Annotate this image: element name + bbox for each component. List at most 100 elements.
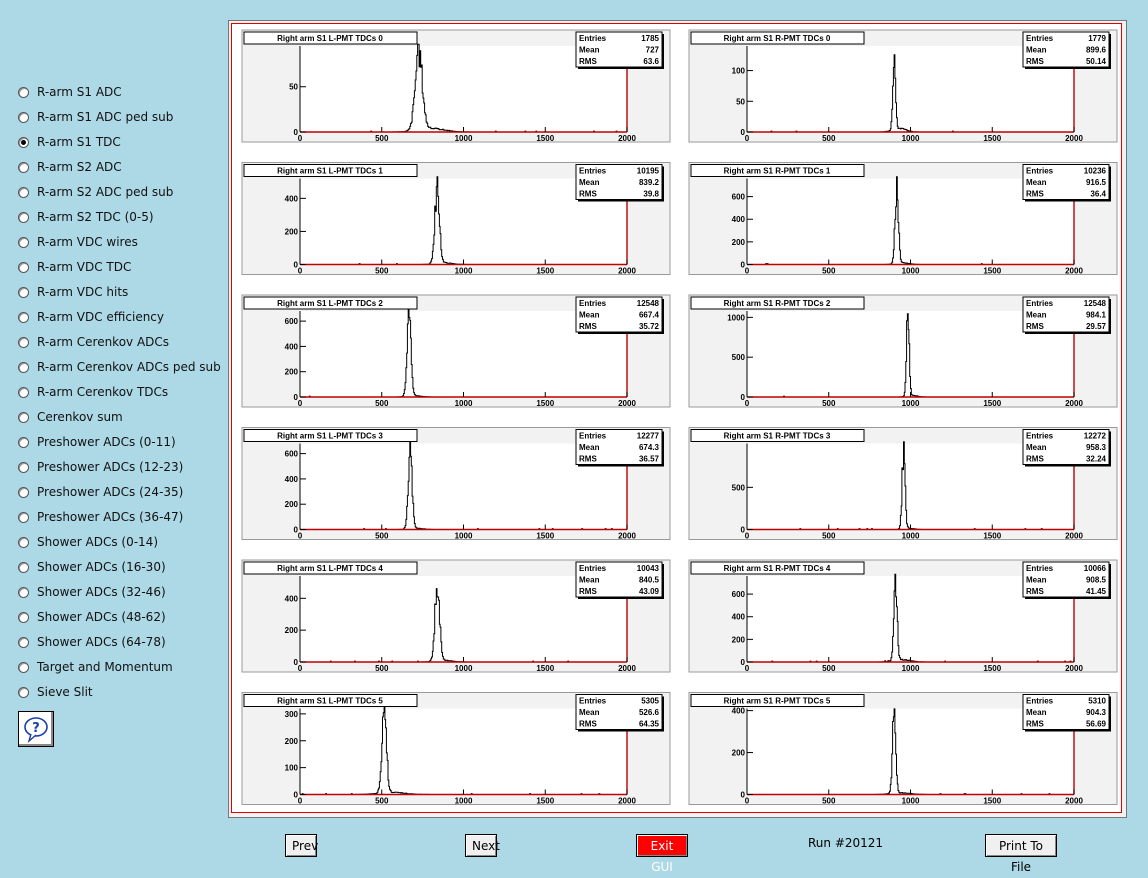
stats-key: Mean	[1026, 576, 1047, 585]
radio-button[interactable]	[18, 412, 29, 423]
stats-key: Mean	[1026, 443, 1047, 452]
radio-button[interactable]	[18, 687, 29, 698]
radio-button[interactable]	[18, 362, 29, 373]
radio-button[interactable]	[18, 237, 29, 248]
radio-button[interactable]	[18, 212, 29, 223]
radio-button[interactable]	[18, 537, 29, 548]
menu-item[interactable]: R-arm VDC wires	[14, 234, 224, 259]
y-tick-label: 0	[294, 658, 299, 667]
menu-item[interactable]: R-arm S1 TDC	[14, 134, 224, 159]
x-tick-label: 0	[298, 797, 303, 806]
menu-item-label: R-arm S1 ADC ped sub	[37, 110, 174, 124]
radio-button[interactable]	[18, 487, 29, 498]
x-tick-label: 2000	[1065, 399, 1083, 408]
stats-box	[1022, 31, 1110, 68]
radio-button[interactable]	[18, 312, 29, 323]
stats-box	[1022, 164, 1110, 200]
radio-button[interactable]	[18, 387, 29, 398]
canvas-frame: 0 500 1000 1500 2000 0 50 Right arm S1 L-PMT TD…	[228, 20, 1127, 818]
title-box	[690, 561, 865, 575]
radio-button[interactable]	[18, 162, 29, 173]
stats-key: Entries	[579, 564, 607, 573]
radio-button[interactable]	[18, 87, 29, 98]
menu-item-label: R-arm VDC hits	[37, 285, 129, 299]
stats-value: 12548	[637, 299, 660, 308]
menu-item[interactable]: Shower ADCs (32-46)	[14, 584, 224, 609]
print-to-file-button[interactable]: Print To File	[985, 834, 1057, 874]
menu-item[interactable]: R-arm Cerenkov TDCs	[14, 384, 224, 409]
x-tick-label: 500	[375, 797, 389, 806]
histogram-title: Right arm S1 L-PMT TDCs 5	[277, 697, 383, 706]
next-button[interactable]: Next	[465, 834, 500, 857]
menu-item[interactable]: Preshower ADCs (0-11)	[14, 434, 224, 459]
x-tick-label: 1000	[902, 399, 920, 408]
question-mark-icon: ?	[24, 717, 48, 743]
radio-button[interactable]	[18, 287, 29, 298]
menu-item[interactable]: R-arm S2 TDC (0-5)	[14, 209, 224, 234]
menu-item[interactable]: Shower ADCs (64-78)	[14, 634, 224, 659]
menu-item[interactable]: R-arm VDC TDC	[14, 259, 224, 284]
x-tick-label: 0	[745, 797, 750, 806]
menu-item[interactable]: R-arm VDC efficiency	[14, 309, 224, 334]
stats-value: 36.4	[1090, 190, 1106, 199]
stats-value: 839.2	[639, 178, 660, 187]
menu-item[interactable]: R-arm S1 ADC ped sub	[14, 109, 224, 134]
prev-button[interactable]: Prev	[285, 834, 318, 857]
radio-button[interactable]	[18, 562, 29, 573]
menu-item[interactable]: R-arm Cerenkov ADCs	[14, 334, 224, 359]
x-tick-label: 1000	[902, 134, 920, 143]
plot-frame	[747, 576, 1074, 662]
menu-item[interactable]: R-arm S2 ADC ped sub	[14, 184, 224, 209]
menu-item[interactable]: Preshower ADCs (24-35)	[14, 484, 224, 509]
stats-key: Entries	[579, 167, 607, 176]
help-button[interactable]: ?	[18, 711, 54, 747]
menu-item[interactable]: Cerenkov sum	[14, 409, 224, 434]
x-tick-label: 1500	[536, 664, 554, 673]
menu-item[interactable]: Sieve Slit	[14, 684, 224, 709]
radio-button[interactable]	[18, 612, 29, 623]
menu-item[interactable]: R-arm S2 ADC	[14, 159, 224, 184]
menu-item[interactable]: Shower ADCs (16-30)	[14, 559, 224, 584]
menu-item[interactable]: Shower ADCs (48-62)	[14, 609, 224, 634]
x-tick-label: 1500	[983, 134, 1001, 143]
radio-button[interactable]	[18, 137, 29, 148]
x-tick-label: 2000	[1065, 664, 1083, 673]
radio-button[interactable]	[18, 187, 29, 198]
menu-item[interactable]: R-arm Cerenkov ADCs ped sub	[14, 359, 224, 384]
stats-value: 916.5	[1086, 178, 1107, 187]
title-box	[243, 31, 418, 45]
radio-button[interactable]	[18, 512, 29, 523]
x-tick-label: 1000	[902, 664, 920, 673]
exit-gui-button[interactable]: Exit GUI	[636, 834, 688, 874]
stats-value: 899.6	[1086, 46, 1107, 55]
menu-item[interactable]: R-arm VDC hits	[14, 284, 224, 309]
radio-button[interactable]	[18, 112, 29, 123]
title-box	[690, 429, 865, 442]
radio-button[interactable]	[18, 437, 29, 448]
x-tick-label: 2000	[618, 532, 636, 541]
plot-frame	[747, 178, 1074, 265]
x-tick-label: 1500	[983, 532, 1001, 541]
stats-key: RMS	[579, 587, 597, 596]
plot-frame	[300, 708, 627, 795]
menu-item[interactable]: Shower ADCs (0-14)	[14, 534, 224, 559]
x-tick-label: 2000	[618, 664, 636, 673]
stats-key: Mean	[1026, 46, 1047, 55]
radio-button[interactable]	[18, 462, 29, 473]
menu-item[interactable]: Preshower ADCs (36-47)	[14, 509, 224, 534]
menu-item[interactable]: R-arm S1 ADC	[14, 84, 224, 109]
menu-item[interactable]: Target and Momentum	[14, 659, 224, 684]
histogram-title: Right arm S1 L-PMT TDCs 4	[277, 564, 383, 573]
x-tick-label: 0	[745, 399, 750, 408]
menu-item[interactable]: Preshower ADCs (12-23)	[14, 459, 224, 484]
radio-button[interactable]	[18, 662, 29, 673]
radio-button[interactable]	[18, 587, 29, 598]
x-tick-label: 0	[298, 399, 303, 408]
menu-item-label: Shower ADCs (16-30)	[37, 560, 166, 574]
radio-button[interactable]	[18, 637, 29, 648]
radio-button[interactable]	[18, 337, 29, 348]
stats-value: 10236	[1084, 167, 1107, 176]
radio-button[interactable]	[18, 262, 29, 273]
